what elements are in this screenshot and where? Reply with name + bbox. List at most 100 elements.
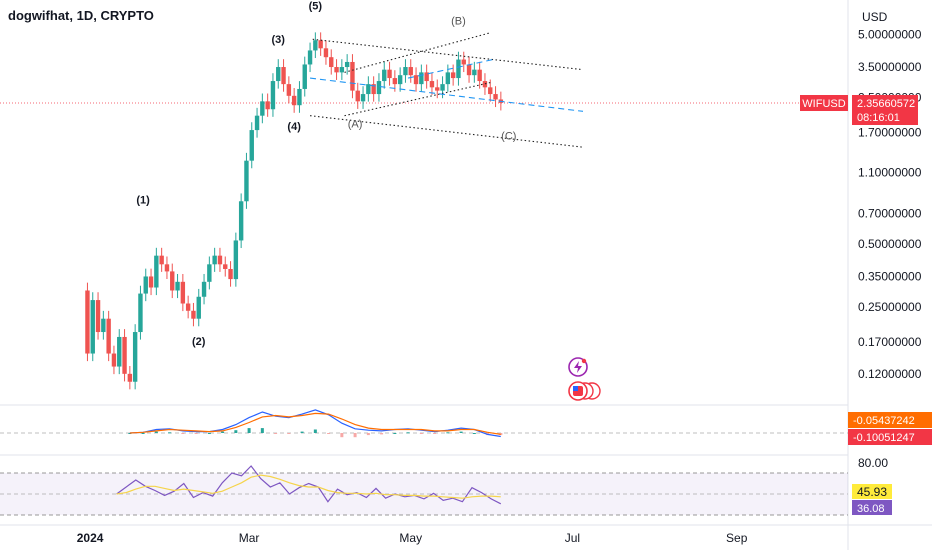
candle[interactable] <box>276 67 281 82</box>
candle[interactable] <box>138 293 143 333</box>
x-tick-label: May <box>399 531 422 545</box>
candle[interactable] <box>244 160 249 202</box>
candle[interactable] <box>85 290 90 354</box>
candle[interactable] <box>382 69 387 82</box>
candle[interactable] <box>450 72 456 79</box>
wave-label: (B) <box>451 15 466 27</box>
candle[interactable] <box>435 87 440 91</box>
candle[interactable] <box>201 281 207 297</box>
candle[interactable] <box>95 300 101 333</box>
candle[interactable] <box>429 81 435 88</box>
candle[interactable] <box>344 61 350 68</box>
candle[interactable] <box>466 64 472 76</box>
candle[interactable] <box>223 264 228 269</box>
candle[interactable] <box>132 332 138 382</box>
candle[interactable] <box>212 255 217 265</box>
candle[interactable] <box>397 75 403 85</box>
candle[interactable] <box>456 59 461 79</box>
candle[interactable] <box>313 40 318 51</box>
candle[interactable] <box>318 40 323 49</box>
macd-histogram-bar <box>260 428 264 433</box>
candle[interactable] <box>281 67 286 85</box>
candle[interactable] <box>106 318 111 354</box>
candle[interactable] <box>217 255 223 265</box>
trend-line-3[interactable] <box>344 82 491 117</box>
candle[interactable] <box>265 101 270 110</box>
candle[interactable] <box>164 264 170 272</box>
candle[interactable] <box>445 72 451 85</box>
candle[interactable] <box>148 276 154 288</box>
event-lightning-icon[interactable] <box>568 357 588 377</box>
candle[interactable] <box>180 281 186 304</box>
candle[interactable] <box>90 300 95 354</box>
candle[interactable] <box>175 281 180 291</box>
candle[interactable] <box>329 57 334 68</box>
candle[interactable] <box>185 303 191 311</box>
candle[interactable] <box>270 81 276 110</box>
candle[interactable] <box>440 84 445 91</box>
candle[interactable] <box>408 67 413 76</box>
candle[interactable] <box>143 276 148 294</box>
y-tick-label: 0.35000000 <box>858 269 922 283</box>
candle[interactable] <box>387 69 392 79</box>
wave-label: (5) <box>309 0 323 12</box>
candle[interactable] <box>339 67 345 73</box>
trend-line-4[interactable] <box>344 32 491 73</box>
candle[interactable] <box>371 84 376 95</box>
currency-label[interactable]: USD <box>862 10 888 24</box>
candle[interactable] <box>403 67 408 76</box>
candle[interactable] <box>472 69 477 76</box>
macd-histogram-bar <box>433 433 437 434</box>
candle[interactable] <box>191 310 196 319</box>
rsi-upper-label: 80.00 <box>858 456 888 470</box>
rsi-ma-badge-text: 45.93 <box>857 485 887 499</box>
rsi-badge-text: 36.08 <box>857 503 885 515</box>
candle[interactable] <box>297 88 302 106</box>
candle[interactable] <box>366 84 371 95</box>
candle[interactable] <box>360 94 366 102</box>
candle[interactable] <box>111 353 117 367</box>
candle[interactable] <box>196 296 201 319</box>
candle[interactable] <box>238 201 244 241</box>
trend-line-6[interactable] <box>407 59 494 79</box>
candle[interactable] <box>334 67 339 73</box>
candle[interactable] <box>424 72 429 82</box>
candle[interactable] <box>228 268 233 280</box>
candle[interactable] <box>482 81 488 88</box>
event-us-flag-icon[interactable] <box>568 381 601 401</box>
candle[interactable] <box>122 336 127 374</box>
candle[interactable] <box>419 72 424 85</box>
wave-label: (C) <box>501 130 516 142</box>
candle[interactable] <box>488 87 493 95</box>
macd-histogram-bar <box>419 433 423 434</box>
candle[interactable] <box>101 318 106 333</box>
candle[interactable] <box>207 264 212 282</box>
candle[interactable] <box>477 69 482 82</box>
candle[interactable] <box>302 64 307 89</box>
candle[interactable] <box>254 115 260 131</box>
candle[interactable] <box>413 75 419 85</box>
candle[interactable] <box>260 101 265 116</box>
candle[interactable] <box>307 50 313 65</box>
candle[interactable] <box>493 94 498 100</box>
candle[interactable] <box>323 48 329 58</box>
candle[interactable] <box>159 255 164 265</box>
candle[interactable] <box>291 95 297 106</box>
trend-line-2[interactable] <box>309 115 584 148</box>
candle[interactable] <box>127 373 133 382</box>
x-tick-label: Sep <box>726 531 748 545</box>
candle[interactable] <box>154 255 159 288</box>
candle[interactable] <box>170 271 175 291</box>
candle[interactable] <box>355 90 360 102</box>
candle[interactable] <box>249 130 254 161</box>
candle[interactable] <box>117 336 122 367</box>
trend-line-5[interactable] <box>309 77 584 112</box>
candle[interactable] <box>376 81 382 95</box>
candle[interactable] <box>233 240 239 280</box>
candle[interactable] <box>461 59 466 65</box>
candle[interactable] <box>392 78 398 85</box>
trend-line-1[interactable] <box>312 38 584 71</box>
candle[interactable] <box>286 84 292 96</box>
candle[interactable] <box>350 61 355 91</box>
